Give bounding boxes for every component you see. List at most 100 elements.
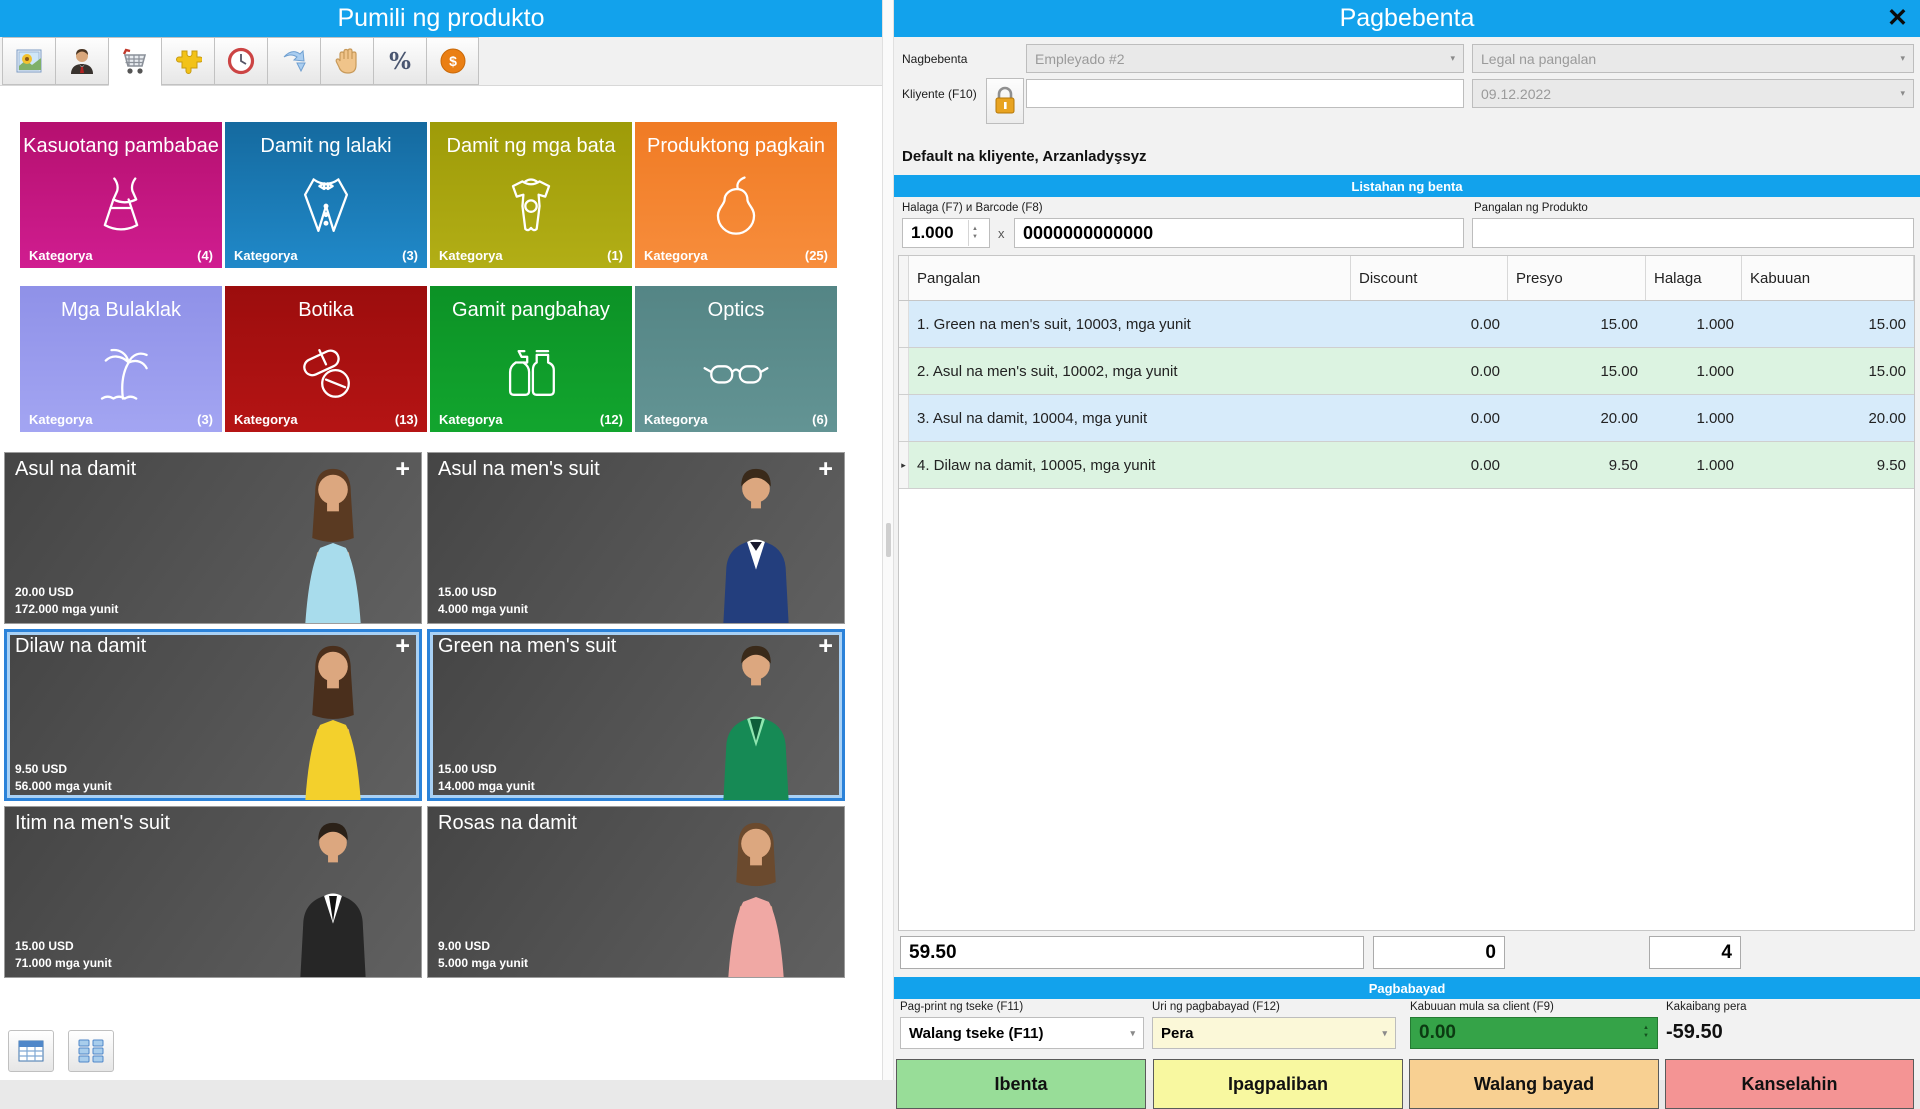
woman-yellow-dress-figure <box>305 645 361 800</box>
tile-view-button[interactable] <box>68 1030 114 1072</box>
category-label: Kategorya <box>234 412 298 427</box>
client-input[interactable] <box>1026 79 1464 108</box>
cell-halaga: 1.000 <box>1696 315 1734 333</box>
postpone-button[interactable]: Ipagpaliban <box>1153 1059 1403 1109</box>
legal-name-select[interactable]: Legal na pangalan ▾ <box>1472 44 1914 73</box>
close-icon[interactable]: ✕ <box>1887 4 1908 32</box>
lock-button[interactable] <box>986 78 1024 124</box>
product-tile-dilaw-na-damit[interactable]: Dilaw na damit + 9.50 USD 56.000 mga yun… <box>4 629 422 801</box>
product-stock: 4.000 mga yunit <box>438 602 529 617</box>
discount-tab-button[interactable]: % <box>373 37 426 85</box>
category-tile-mga-bulaklak[interactable]: Mga Bulaklak Kategorya (3) <box>20 286 222 432</box>
discount-total-box: 0 <box>1373 936 1505 969</box>
pills-icon <box>225 334 427 410</box>
panel-splitter[interactable] <box>882 0 894 1080</box>
product-name: Rosas na damit <box>438 812 577 834</box>
cancel-button[interactable]: Kanselahin <box>1665 1059 1914 1109</box>
product-name-input[interactable] <box>1472 218 1914 248</box>
category-name: Optics <box>707 299 765 321</box>
clock-icon <box>227 47 255 75</box>
cell-kabuuan: 15.00 <box>1868 315 1906 333</box>
sale-panel-body: Nagbebenta Empleyado #2 ▾ Legal na panga… <box>894 37 1920 1109</box>
seller-select[interactable]: Empleyado #2 ▾ <box>1026 44 1464 73</box>
column-header-discount[interactable]: Discount <box>1351 256 1508 300</box>
clock-tab-button[interactable] <box>214 37 267 85</box>
spin-buttons[interactable]: ▲ ▼ <box>1643 1025 1649 1041</box>
column-header-kabuuan[interactable]: Kabuuan <box>1742 256 1914 300</box>
money-tab-button[interactable]: $ <box>426 37 479 85</box>
table-row[interactable]: 1. Green na men's suit, 10003, mga yunit… <box>899 301 1914 348</box>
product-stock: 56.000 mga yunit <box>15 779 112 794</box>
category-tile-kasuotang-pambabae[interactable]: Kasuotang pambabae Kategorya (4) <box>20 122 222 268</box>
category-tile-optics[interactable]: Optics Kategorya (6) <box>635 286 837 432</box>
barcode-input[interactable] <box>1014 218 1464 248</box>
category-label: Kategorya <box>29 412 93 427</box>
category-name: Damit ng lalaki <box>260 135 392 157</box>
right-panel-title: Pagbebenta <box>1339 4 1475 32</box>
hand-icon <box>335 48 357 74</box>
cell-discount: 0.00 <box>1470 362 1500 380</box>
column-header-halaga[interactable]: Halaga <box>1646 256 1742 300</box>
category-tile-damit-ng-lalaki[interactable]: Damit ng lalaki Kategorya (3) <box>225 122 427 268</box>
category-tile-botika[interactable]: Botika Kategorya (13) <box>225 286 427 432</box>
chevron-down-icon: ▾ <box>1900 88 1905 98</box>
sale-items-table: Pangalan Discount Presyo Halaga Kabuuan … <box>898 255 1915 931</box>
no-payment-button[interactable]: Walang bayad <box>1409 1059 1659 1109</box>
category-name: Kasuotang pambabae <box>23 135 219 157</box>
category-name: Gamit pangbahay <box>452 299 610 321</box>
quantity-spin-buttons[interactable]: ▲ ▼ <box>968 220 981 246</box>
category-grid: Kasuotang pambabae Kategorya (4) Damit n… <box>20 122 837 432</box>
percent-icon: % <box>389 47 411 75</box>
sale-date-select[interactable]: 09.12.2022 ▾ <box>1472 79 1914 108</box>
product-tile-asul-na-mens-suit[interactable]: Asul na men's suit + 15.00 USD 4.000 mga… <box>427 452 845 624</box>
payment-type-select[interactable]: Pera ▾ <box>1152 1017 1396 1049</box>
category-tile-produktong-pagkain[interactable]: Produktong pagkain Kategorya (25) <box>635 122 837 268</box>
spin-down-icon[interactable]: ▼ <box>972 234 978 240</box>
table-row[interactable]: 2. Asul na men's suit, 10002, mga yunit … <box>899 348 1914 395</box>
table-row[interactable]: 3. Asul na damit, 10004, mga yunit 0.00 … <box>899 395 1914 442</box>
seller-value: Empleyado #2 <box>1035 50 1125 67</box>
person-tab-button[interactable] <box>55 37 108 85</box>
cart-icon <box>122 48 147 74</box>
add-product-button[interactable]: + <box>818 632 833 660</box>
column-header-presyo[interactable]: Presyo <box>1508 256 1646 300</box>
quantity-stepper[interactable] <box>902 218 990 248</box>
product-tile-itim-na-mens-suit[interactable]: Itim na men's suit 15.00 USD 71.000 mga … <box>4 806 422 978</box>
add-product-button[interactable]: + <box>818 455 833 483</box>
dress-icon <box>20 170 222 246</box>
column-header-pangalan[interactable]: Pangalan <box>909 256 1351 300</box>
sell-button[interactable]: Ibenta <box>896 1059 1146 1109</box>
pear-icon <box>635 170 837 246</box>
picture-tab-button[interactable] <box>2 37 55 85</box>
client-total-value: 0.00 <box>1419 1022 1456 1043</box>
splitter-handle[interactable] <box>886 523 891 557</box>
product-name: Asul na damit <box>15 458 137 480</box>
hold-tab-button[interactable] <box>320 37 373 85</box>
cart-tab-button-active[interactable] <box>108 37 161 86</box>
table-view-button[interactable] <box>8 1030 54 1072</box>
client-total-input[interactable]: 0.00 ▲ ▼ <box>1410 1017 1658 1049</box>
product-tile-rosas-na-damit[interactable]: Rosas na damit 9.00 USD 5.000 mga yunit <box>427 806 845 978</box>
man-blue-suit-figure <box>723 468 789 623</box>
left-titlebar: Pumili ng produkto <box>0 0 882 37</box>
category-tile-gamit-pangbahay[interactable]: Gamit pangbahay Kategorya (12) <box>430 286 632 432</box>
focused-row-marker: ▸ <box>899 442 909 488</box>
category-tile-damit-ng-mga-bata[interactable]: Damit ng mga bata Kategorya (1) <box>430 122 632 268</box>
return-tab-button[interactable] <box>267 37 320 85</box>
spin-up-icon[interactable]: ▲ <box>1643 1025 1649 1032</box>
product-tile-asul-na-damit[interactable]: Asul na damit + 20.00 USD 172.000 mga yu… <box>4 452 422 624</box>
add-product-button[interactable]: + <box>395 632 410 660</box>
check-print-value: Walang tseke (F11) <box>909 1024 1044 1042</box>
add-product-button[interactable]: + <box>395 455 410 483</box>
category-count: (12) <box>599 412 623 427</box>
puzzle-tab-button[interactable] <box>161 37 214 85</box>
check-print-select[interactable]: Walang tseke (F11) ▾ <box>900 1017 1144 1049</box>
payment-header: Pagbabayad <box>894 977 1920 999</box>
spin-up-icon[interactable]: ▲ <box>972 226 978 232</box>
spin-down-icon[interactable]: ▼ <box>1643 1033 1649 1039</box>
redo-arrow-icon <box>283 49 306 73</box>
product-tile-green-na-mens-suit[interactable]: Green na men's suit + 15.00 USD 14.000 m… <box>427 629 845 801</box>
table-row-focused[interactable]: ▸ 4. Dilaw na damit, 10005, mga yunit 0.… <box>899 442 1914 489</box>
person-icon <box>71 49 93 74</box>
category-name: Mga Bulaklak <box>60 299 182 321</box>
